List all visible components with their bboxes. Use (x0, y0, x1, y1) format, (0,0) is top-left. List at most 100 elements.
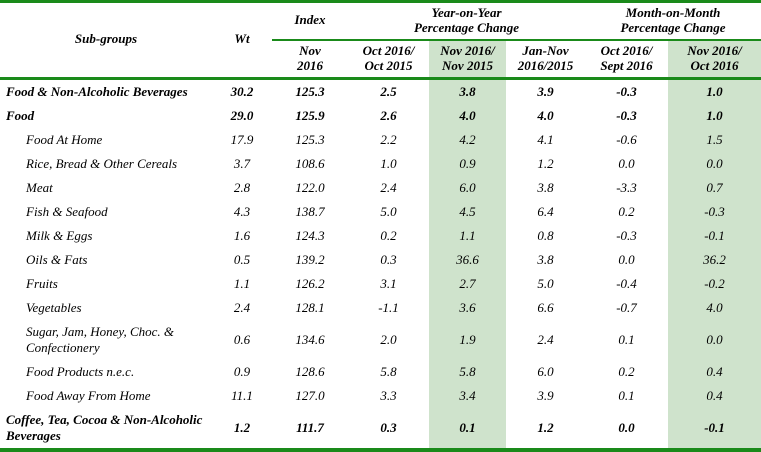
index-cell: 124.3 (295, 227, 325, 243)
mom-oct-cell: 0.0 (618, 251, 635, 267)
yoy-jannov-cell: 1.2 (537, 155, 554, 171)
yoy-oct-cell: 3.1 (380, 275, 397, 291)
mom-oct-cell: -0.3 (616, 227, 637, 243)
table-row: Food Away From Home 11.1 127.0 3.3 3.4 3.9 0.1… (0, 383, 761, 408)
yoy-oct-cell: -1.1 (378, 299, 399, 315)
wt-cell: 0.6 (233, 331, 251, 347)
table-row: Food & Non-Alcoholic Beverages 30.2 125.3 2… (0, 78, 761, 104)
wt-header: Wt (234, 31, 250, 47)
yoy-oct-cell: 0.3 (380, 251, 397, 267)
subgroup-name: Sugar, Jam, Honey, Choc. & Confectionery (26, 323, 175, 355)
mom-nov-cell: 4.0 (668, 295, 761, 320)
yoy-jannov-cell: 1.2 (537, 419, 554, 435)
index-cell: 128.1 (295, 299, 325, 315)
yoy-nov-cell: 5.8 (429, 359, 506, 384)
mom-nov-cell: 1.0 (668, 103, 761, 128)
yoy-oct-cell: 2.0 (380, 331, 397, 347)
mom-nov-cell: 1.0 (668, 78, 761, 104)
index-cell: 128.6 (295, 363, 325, 379)
subgroup-name: Vegetables (26, 299, 82, 315)
yoy-jannov-cell: 2.4 (537, 331, 554, 347)
table-row: Milk & Eggs 1.6 124.3 0.2 1.1 0.8 -0.3 -0.1 (0, 223, 761, 248)
subgroup-name: Food Away From Home (26, 387, 151, 403)
index-nov2016-header: Nov 2016 (297, 42, 323, 73)
yoy-jannov-cell: 6.0 (537, 363, 554, 379)
table-row: Food 29.0 125.9 2.6 4.0 4.0 -0.3 1.0 (0, 103, 761, 128)
table-row: Food At Home 17.9 125.3 2.2 4.2 4.1 -0.6 1.5 (0, 127, 761, 152)
mom-nov-cell: -0.3 (668, 199, 761, 224)
yoy-oct2016-oct2015-header: Oct 2016/ Oct 2015 (362, 42, 415, 73)
mom-nov-cell: 0.7 (668, 175, 761, 200)
index-cell: 125.3 (295, 83, 325, 99)
mom-nov-cell: 1.5 (668, 127, 761, 152)
subgroup-name: Fruits (26, 275, 58, 291)
yoy-nov-cell: 2.7 (429, 271, 506, 296)
wt-cell: 17.9 (230, 131, 254, 147)
yoy-nov-cell: 4.2 (429, 127, 506, 152)
table-header: Sub-groups Wt Index Year-on-Year Percent… (0, 1, 761, 79)
wt-cell: 11.1 (231, 387, 253, 403)
table-row: Coffee, Tea, Cocoa & Non-Alcoholic Bever… (0, 407, 761, 450)
yoy-nov2016-nov2015-header: Nov 2016/ Nov 2015 (429, 39, 506, 79)
table-row: Meat 2.8 122.0 2.4 6.0 3.8 -3.3 0.7 (0, 175, 761, 200)
table-row: Fruits 1.1 126.2 3.1 2.7 5.0 -0.4 -0.2 (0, 271, 761, 296)
mom-oct-cell: -0.3 (616, 107, 637, 123)
mom-oct-cell: -0.6 (616, 131, 637, 147)
yoy-jannov-cell: 4.1 (537, 131, 554, 147)
yoy-oct-cell: 5.0 (380, 203, 397, 219)
subgroup-name: Food At Home (26, 131, 103, 147)
yoy-nov-cell: 1.9 (429, 319, 506, 360)
mom-nov-cell: 0.0 (668, 319, 761, 360)
table-row: Fish & Seafood 4.3 138.7 5.0 4.5 6.4 0.2 -0.3 (0, 199, 761, 224)
mom-nov-cell: 36.2 (668, 247, 761, 272)
subgroup-name: Oils & Fats (26, 251, 88, 267)
mom-nov-cell: 0.4 (668, 359, 761, 384)
index-cell: 138.7 (295, 203, 325, 219)
subgroup-name: Coffee, Tea, Cocoa & Non-Alcoholic Bever… (6, 411, 203, 443)
wt-cell: 2.8 (233, 179, 251, 195)
table-row: Sugar, Jam, Honey, Choc. & Confectionery… (0, 319, 761, 360)
index-cell: 127.0 (295, 387, 325, 403)
yoy-nov-cell: 4.5 (429, 199, 506, 224)
wt-cell: 4.3 (233, 203, 251, 219)
yoy-jannov-cell: 6.6 (537, 299, 554, 315)
yoy-jannov-cell: 4.0 (537, 107, 554, 123)
index-cell: 125.3 (295, 131, 325, 147)
yoy-jannov-cell: 3.9 (537, 387, 554, 403)
mom-oct2016-sept2016-header: Oct 2016/ Sept 2016 (600, 42, 653, 73)
index-cell: 111.7 (296, 419, 324, 435)
mom-oct-cell: 0.1 (618, 331, 635, 347)
index-cell: 122.0 (295, 179, 325, 195)
yoy-nov-cell: 0.9 (429, 151, 506, 176)
yoy-nov-cell: 3.8 (429, 78, 506, 104)
table-body: Food & Non-Alcoholic Beverages 30.2 125.3 2… (0, 78, 761, 450)
wt-cell: 2.4 (233, 299, 251, 315)
wt-cell: 0.5 (233, 251, 251, 267)
mom-group-header: Month-on-Month Percentage Change (585, 1, 761, 41)
table-row: Vegetables 2.4 128.1 -1.1 3.6 6.6 -0.7 4.0 (0, 295, 761, 320)
yoy-oct-cell: 2.2 (380, 131, 397, 147)
wt-cell: 29.0 (230, 107, 254, 123)
mom-nov-cell: -0.1 (668, 223, 761, 248)
subgroup-name: Fish & Seafood (26, 203, 108, 219)
yoy-oct-cell: 2.4 (380, 179, 397, 195)
wt-cell: 1.1 (233, 275, 251, 291)
yoy-oct-cell: 2.6 (380, 107, 397, 123)
subgroups-header: Sub-groups (74, 31, 138, 47)
yoy-oct-cell: 0.3 (380, 419, 397, 435)
mom-oct-cell: -0.4 (616, 275, 637, 291)
yoy-oct-cell: 5.8 (380, 363, 397, 379)
wt-cell: 1.6 (233, 227, 251, 243)
subgroup-name: Rice, Bread & Other Cereals (26, 155, 178, 171)
index-cell: 125.9 (295, 107, 325, 123)
yoy-oct-cell: 1.0 (380, 155, 397, 171)
mom-nov-cell: -0.2 (668, 271, 761, 296)
header-cols-row: Nov 2016 Oct 2016/ Oct 2015 Nov 2016/ No… (0, 39, 761, 79)
subgroup-name: Food Products n.e.c. (26, 363, 135, 379)
mom-nov-cell: -0.1 (668, 407, 761, 450)
yoy-group-header: Year-on-Year Percentage Change (348, 1, 585, 41)
mom-oct-cell: -0.3 (616, 83, 637, 99)
yoy-oct-cell: 3.3 (380, 387, 397, 403)
subgroup-name: Meat (26, 179, 53, 195)
